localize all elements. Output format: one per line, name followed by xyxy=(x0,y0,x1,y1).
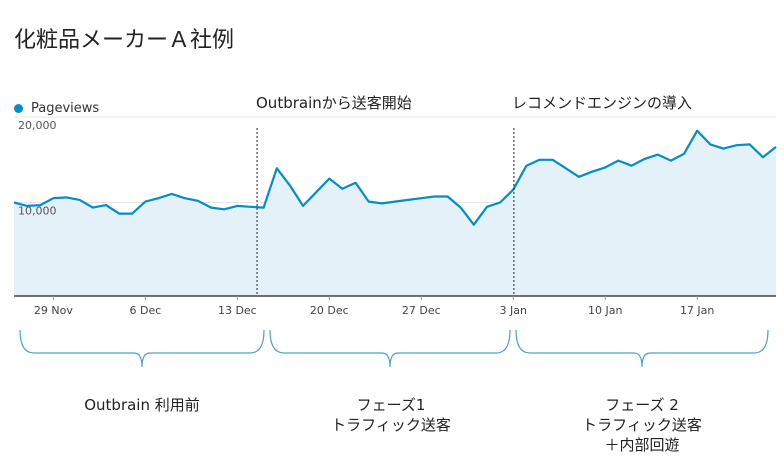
phase-line: ＋内部回遊 xyxy=(604,436,680,454)
phase-label-phase2: フェーズ 2 トラフィック送客 ＋内部回遊 xyxy=(582,395,702,455)
x-tick-label: 10 Jan xyxy=(588,304,622,317)
x-tick-label: 27 Dec xyxy=(402,304,441,317)
page-title: 化粧品メーカーＡ社例 xyxy=(14,28,235,53)
phase-line: フェーズ 2 xyxy=(605,396,679,414)
x-tick-label: 3 Jan xyxy=(500,304,527,317)
legend-label-pageviews: Pageviews xyxy=(31,101,100,116)
x-tick-label: 20 Dec xyxy=(310,304,349,317)
phase-label-phase1: フェーズ1 トラフィック送客 xyxy=(331,395,451,435)
annotation-outbrain-start: Outbrainから送客開始 xyxy=(256,94,412,112)
x-tick-label: 29 Nov xyxy=(34,304,73,317)
pageviews-line xyxy=(13,129,777,226)
x-tick-label: 17 Jan xyxy=(680,304,714,317)
chart-legend: Pageviews xyxy=(14,101,99,116)
annotation-recommend-engine: レコメンドエンジンの導入 xyxy=(512,94,693,112)
x-tick-label: 6 Dec xyxy=(129,304,161,317)
y-tick-label: 10,000 xyxy=(18,205,57,218)
phase-line: トラフィック送客 xyxy=(331,416,451,434)
pageviews-area xyxy=(14,130,776,296)
phase-label-pre-outbrain: Outbrain 利用前 xyxy=(84,395,200,415)
phase-brace-phase2 xyxy=(515,329,769,368)
phase-line: トラフィック送客 xyxy=(582,416,702,434)
phase-brace-pre-outbrain xyxy=(19,329,265,368)
y-tick-label: 20,000 xyxy=(18,119,57,132)
phase-brace-phase1 xyxy=(269,329,511,368)
legend-marker xyxy=(14,104,23,113)
phase-line: Outbrain 利用前 xyxy=(84,396,200,414)
phase-line: フェーズ1 xyxy=(356,396,426,414)
x-tick-label: 13 Dec xyxy=(218,304,257,317)
